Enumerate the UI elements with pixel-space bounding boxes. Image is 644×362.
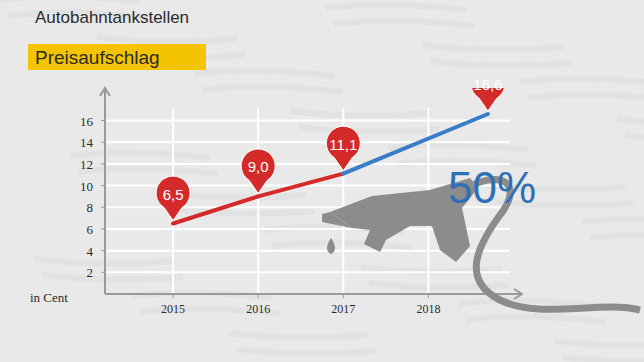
x-tick-label: 2017 xyxy=(331,302,355,316)
texture-stroke xyxy=(272,242,412,248)
grid-line xyxy=(257,108,259,294)
x-tick-label: 2016 xyxy=(246,302,270,316)
texture-stroke xyxy=(423,45,563,50)
grid-line xyxy=(105,120,510,122)
texture-stroke xyxy=(590,234,644,240)
data-label: 11,1 xyxy=(329,136,357,153)
texture-stroke xyxy=(202,86,342,92)
y-tick xyxy=(101,207,105,208)
y-tick-label: 4 xyxy=(87,244,94,259)
texture-stroke xyxy=(528,94,644,100)
x-tick xyxy=(258,294,259,298)
x-tick xyxy=(173,294,174,298)
texture-stroke xyxy=(229,333,369,338)
texture-stroke xyxy=(625,135,644,140)
data-label: 6,5 xyxy=(163,186,184,203)
y-axis xyxy=(104,88,106,294)
texture-stroke xyxy=(299,127,439,132)
texture-stroke xyxy=(175,209,315,214)
y-tick xyxy=(101,272,105,273)
data-label: 9,0 xyxy=(248,158,269,175)
y-tick xyxy=(101,163,105,164)
point-marker xyxy=(471,88,505,111)
pump-drop xyxy=(327,238,335,254)
y-tick-label: 10 xyxy=(80,179,93,194)
texture-stroke xyxy=(78,168,218,174)
texture-stroke xyxy=(237,349,377,354)
texture-stroke xyxy=(520,78,644,84)
title: Autobahntankstellen xyxy=(35,8,189,27)
pump-spout xyxy=(322,212,352,228)
point-marker xyxy=(156,176,190,220)
x-tick-label: 2015 xyxy=(161,302,185,316)
y-tick xyxy=(101,142,105,143)
subtitle: Preisaufschlag xyxy=(35,47,160,68)
grid-line xyxy=(105,271,510,273)
y-tick-label: 6 xyxy=(87,222,94,237)
texture-stroke xyxy=(563,357,644,362)
y-axis-arrow xyxy=(100,88,110,96)
y-tick-label: 16 xyxy=(80,114,94,129)
y-tick-label: 2 xyxy=(87,265,94,280)
texture-stroke xyxy=(582,218,644,224)
x-tick-label: 2018 xyxy=(416,302,440,316)
texture-stroke xyxy=(291,111,431,116)
texture-stroke xyxy=(97,37,237,42)
y-tick xyxy=(101,228,105,229)
y-tick-label: 14 xyxy=(80,135,94,150)
chart: Autobahntankstellen Preisaufschlag 2 4 6 8 10 1… xyxy=(0,0,644,362)
x-tick xyxy=(428,294,429,298)
x-tick xyxy=(343,294,344,298)
texture xyxy=(0,0,644,362)
grid-line xyxy=(105,141,510,143)
texture-stroke xyxy=(326,4,466,10)
texture-stroke xyxy=(617,119,644,124)
annotation: 50% xyxy=(448,163,536,212)
y-tick xyxy=(101,120,105,121)
subtitle-box xyxy=(28,44,206,70)
x-axis xyxy=(105,293,522,295)
background xyxy=(0,0,644,362)
point-marker xyxy=(326,126,360,170)
data-label: 16,6 xyxy=(473,76,502,93)
point-marker xyxy=(241,149,275,193)
y-tick xyxy=(101,185,105,186)
y-tick-label: 12 xyxy=(80,157,93,172)
texture-stroke xyxy=(194,70,334,76)
texture-stroke xyxy=(0,0,140,2)
axis-label: in Cent xyxy=(30,290,68,305)
y-tick xyxy=(101,250,105,251)
texture-stroke xyxy=(43,275,183,280)
texture-stroke xyxy=(466,316,606,322)
y-tick-label: 8 xyxy=(87,200,94,215)
texture-stroke xyxy=(334,20,474,26)
x-axis-arrow xyxy=(514,289,522,299)
texture-stroke xyxy=(555,341,644,346)
texture-stroke xyxy=(369,283,509,288)
texture-stroke xyxy=(431,61,571,66)
